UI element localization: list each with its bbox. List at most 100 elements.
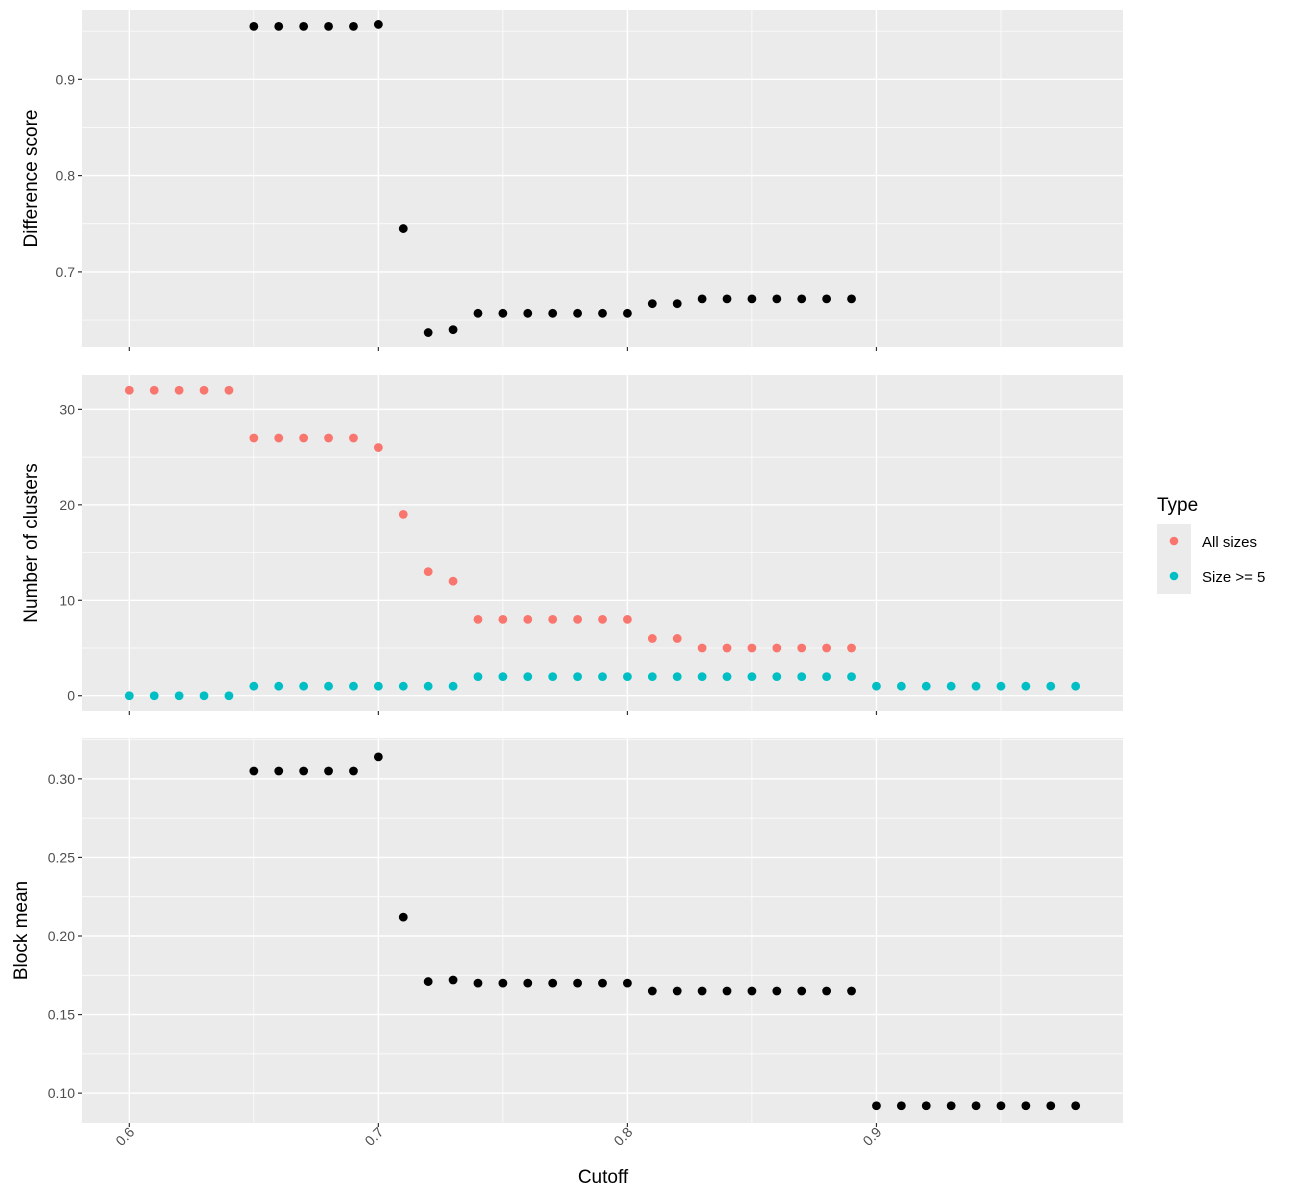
data-point	[822, 294, 832, 304]
data-point	[797, 294, 807, 304]
data-point	[373, 752, 383, 762]
data-point	[797, 672, 807, 682]
data-point	[647, 672, 657, 682]
y-tick-label: 0.20	[48, 928, 75, 944]
data-point	[697, 672, 707, 682]
data-point	[1046, 681, 1056, 691]
data-point	[1071, 1101, 1081, 1111]
data-point	[324, 433, 333, 443]
data-point	[473, 308, 483, 318]
data-point	[598, 308, 607, 318]
y-tick-label: 0.30	[48, 771, 75, 787]
data-point	[847, 294, 856, 304]
data-point	[1046, 1101, 1056, 1111]
panel-1: 0.7 0.8 0.9 Difference score	[21, 10, 1123, 351]
y-axis-title: Number of clusters	[21, 463, 42, 622]
data-point	[249, 433, 259, 443]
data-point	[623, 308, 632, 318]
data-point	[573, 978, 582, 988]
data-point	[498, 308, 508, 318]
data-point	[299, 766, 309, 776]
data-point	[971, 681, 981, 691]
data-point	[274, 21, 284, 31]
data-point	[423, 681, 433, 691]
panel-3: 0.10 0.15 0.20 0.25 0.30 Block mean	[11, 738, 1123, 1127]
data-point	[623, 978, 632, 988]
data-point	[1021, 1101, 1031, 1111]
data-point	[896, 1101, 906, 1111]
data-point	[772, 643, 782, 653]
data-point	[772, 294, 782, 304]
data-point	[249, 766, 259, 776]
data-point	[548, 978, 558, 988]
data-point	[971, 1101, 981, 1111]
data-point	[448, 681, 458, 691]
y-tick-label: 10	[59, 592, 75, 608]
x-tick-label: 0.8	[610, 1124, 635, 1149]
data-point	[523, 614, 533, 624]
y-tick-label: 0.25	[48, 849, 75, 865]
data-point	[747, 986, 757, 996]
y-axis-title: Difference score	[21, 110, 42, 248]
data-point	[822, 643, 832, 653]
data-point	[747, 672, 757, 682]
y-tick-label: 20	[59, 497, 75, 513]
legend-key-background	[1157, 524, 1191, 594]
y-axis-title: Block mean	[11, 881, 32, 980]
data-point	[249, 681, 259, 691]
data-point	[623, 672, 632, 682]
data-point	[722, 672, 732, 682]
data-point	[473, 672, 483, 682]
data-point	[498, 614, 508, 624]
data-point	[697, 986, 707, 996]
data-point	[149, 691, 159, 701]
data-point	[324, 21, 333, 31]
data-point	[523, 672, 533, 682]
y-tick-label: 0.7	[56, 264, 76, 280]
data-point	[722, 294, 732, 304]
data-point	[249, 21, 259, 31]
data-point	[124, 691, 134, 701]
data-point	[349, 21, 358, 31]
y-tick-label: 0.8	[56, 168, 76, 184]
data-point	[647, 299, 657, 309]
data-point	[598, 978, 607, 988]
legend-key-size-ge-5	[1169, 571, 1179, 581]
data-point	[523, 978, 533, 988]
data-point	[573, 672, 582, 682]
data-point	[647, 986, 657, 996]
data-point	[498, 672, 508, 682]
data-point	[548, 308, 558, 318]
data-point	[398, 224, 408, 233]
data-point	[598, 672, 607, 682]
data-point	[747, 294, 757, 304]
data-point	[324, 766, 333, 776]
data-point	[149, 385, 159, 395]
panel-2: 0 10 20 30 Number of clusters	[21, 375, 1123, 715]
data-point	[299, 681, 309, 691]
data-point	[946, 1101, 956, 1111]
panel-background	[82, 375, 1123, 711]
data-point	[872, 1101, 881, 1111]
data-point	[647, 634, 657, 643]
data-point	[423, 977, 433, 986]
data-point	[573, 614, 582, 624]
legend-label-all-sizes: All sizes	[1202, 534, 1257, 551]
data-point	[199, 691, 209, 701]
data-point	[398, 509, 408, 519]
data-point	[573, 308, 582, 318]
data-point	[996, 681, 1006, 691]
data-point	[548, 672, 558, 682]
data-point	[448, 975, 458, 985]
y-tick-label: 0.10	[48, 1085, 75, 1101]
data-point	[847, 986, 856, 996]
data-point	[498, 978, 508, 988]
data-point	[548, 614, 558, 624]
data-point	[1071, 681, 1081, 691]
data-point	[996, 1101, 1006, 1111]
legend-label-size-ge-5: Size >= 5	[1202, 569, 1265, 586]
data-point	[199, 385, 209, 395]
x-axis-title: Cutoff	[578, 1167, 629, 1188]
data-point	[672, 986, 682, 996]
data-point	[274, 433, 284, 443]
